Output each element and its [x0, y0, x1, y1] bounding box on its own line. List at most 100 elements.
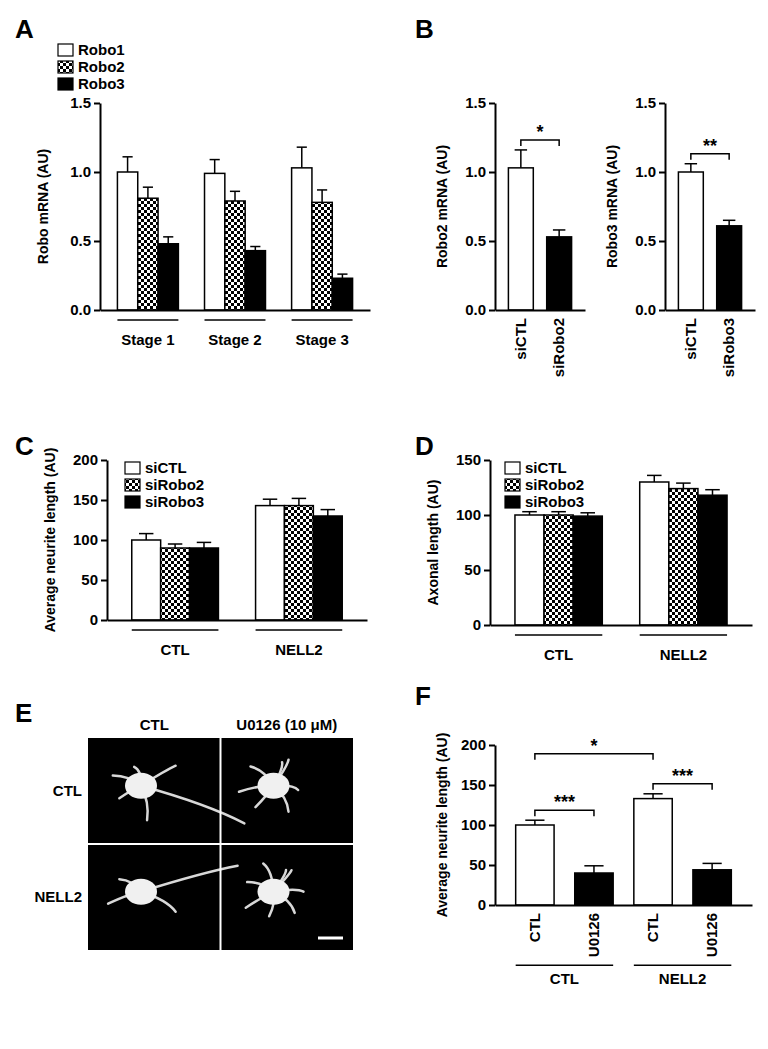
y-tick-mark	[659, 310, 665, 312]
legend-swatch	[125, 496, 140, 508]
bar	[205, 173, 225, 310]
bar	[284, 506, 313, 620]
bar	[245, 251, 265, 310]
y-tick-mark	[659, 241, 665, 243]
micrograph	[88, 738, 353, 950]
error-stem	[711, 863, 713, 869]
row-label: CTL	[53, 782, 82, 799]
error-bar	[163, 237, 173, 244]
y-tick-mark	[101, 540, 107, 542]
group-label: CTL	[550, 970, 579, 987]
error-stem	[145, 534, 147, 540]
legend-label: siRobo3	[525, 493, 584, 510]
y-axis-title: Robo mRNA (AU)	[35, 149, 51, 264]
x-axis-line	[666, 310, 756, 312]
bar	[313, 516, 342, 620]
panel-letter: A	[15, 14, 34, 44]
panel-letter: B	[415, 14, 434, 44]
error-stem	[298, 498, 300, 505]
error-bar	[168, 544, 182, 548]
error-stem	[214, 160, 216, 174]
legend-label: siCTL	[145, 459, 187, 476]
error-bar	[197, 542, 211, 548]
y-axis-title: Axonal length (AU)	[425, 480, 441, 606]
bar	[678, 172, 703, 310]
y-tick: 1.0	[635, 163, 665, 180]
neurite	[141, 786, 244, 824]
y-axis: 050100150200	[73, 451, 108, 628]
group-line	[256, 629, 343, 631]
y-tick: 200	[73, 451, 107, 468]
error-bar	[337, 274, 347, 278]
x-axis-line	[496, 310, 586, 312]
panel: ECTLU0126 (10 μM)CTLNELL2	[15, 698, 353, 950]
y-tick-mark	[489, 825, 495, 827]
y-tick: 1.0	[70, 163, 100, 180]
error-stem	[203, 542, 205, 548]
significance-label: *	[590, 736, 597, 756]
legend-swatch	[505, 496, 520, 508]
x-tick-label: U0126	[703, 913, 720, 957]
error-cap	[230, 191, 240, 193]
error-bar	[263, 499, 277, 505]
group-line	[292, 319, 353, 321]
x-tick-label: siCTL	[512, 318, 529, 360]
bar	[161, 548, 190, 620]
error-bar	[210, 160, 220, 174]
x-tick: siCTL	[512, 310, 529, 360]
y-tick-label: 150	[461, 776, 486, 793]
significance-label: *	[536, 122, 543, 142]
error-bar	[584, 866, 603, 873]
y-tick-mark	[489, 745, 495, 747]
y-tick-label: 0.5	[465, 232, 486, 249]
x-axis: CTL U0126 CTL U0126	[496, 905, 753, 957]
group-line	[640, 634, 727, 636]
error-cap	[321, 509, 335, 511]
x-tick: siCTL	[682, 310, 699, 360]
x-tick-label: Stage 3	[295, 331, 348, 348]
bar	[256, 506, 285, 620]
bar	[544, 515, 573, 625]
error-stem	[321, 190, 323, 202]
x-tick: CTL	[526, 905, 543, 942]
y-axis-line	[100, 104, 102, 311]
y-tick: 1.5	[465, 94, 495, 111]
y-tick: 1.0	[465, 163, 495, 180]
y-tick-label: 0	[90, 611, 98, 628]
legend-label: Robo1	[78, 41, 125, 58]
y-tick-mark	[101, 500, 107, 502]
y-axis: 0.00.51.01.5	[635, 94, 665, 318]
x-tick: U0126	[585, 905, 602, 957]
x-axis-line	[101, 310, 371, 312]
error-stem	[327, 510, 329, 516]
y-tick-label: 200	[461, 736, 486, 753]
x-axis: CTLNELL2	[491, 625, 753, 663]
y-tick-label: 100	[73, 531, 98, 548]
panel: F050100150200Average neurite length (AU)…	[415, 681, 753, 987]
x-tick: NELL2	[640, 625, 727, 663]
error-cap	[676, 482, 691, 484]
error-bar	[515, 150, 527, 168]
y-tick-mark	[489, 865, 495, 867]
y-tick-mark	[101, 580, 107, 582]
y-tick: 0.5	[70, 232, 100, 249]
error-bar	[297, 147, 307, 168]
y-tick: 100	[456, 506, 490, 523]
x-tick: CTL	[644, 905, 661, 942]
scale-bar	[318, 937, 343, 940]
y-tick-label: 0.5	[635, 232, 656, 249]
error-cap	[705, 489, 720, 491]
error-stem	[690, 164, 692, 172]
error-cap	[297, 146, 307, 148]
y-tick-label: 0	[473, 616, 481, 633]
significance-label: **	[703, 136, 717, 156]
group-line	[515, 634, 602, 636]
error-bar	[250, 247, 260, 251]
y-tick: 150	[461, 776, 495, 793]
x-tick: Stage 2	[205, 310, 266, 348]
error-cap	[551, 511, 566, 513]
y-axis-line	[495, 104, 497, 311]
bar	[547, 237, 572, 310]
legend-swatch	[125, 479, 140, 491]
x-tick-label: siCTL	[682, 318, 699, 360]
